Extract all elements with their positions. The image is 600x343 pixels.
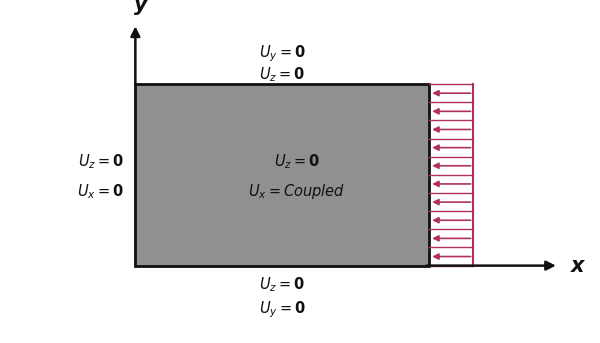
Text: $U_z=\mathbf{0}$: $U_z=\mathbf{0}$ (274, 152, 320, 171)
Text: $U_y=\mathbf{0}$: $U_y=\mathbf{0}$ (259, 43, 305, 64)
Text: $\boldsymbol{y}$: $\boldsymbol{y}$ (133, 0, 149, 17)
Text: $U_y=\mathbf{0}$: $U_y=\mathbf{0}$ (259, 299, 305, 320)
Text: $U_z=\mathbf{0}$: $U_z=\mathbf{0}$ (77, 152, 124, 171)
Text: $U_z=\mathbf{0}$: $U_z=\mathbf{0}$ (259, 276, 305, 294)
Text: $U_z=\mathbf{0}$: $U_z=\mathbf{0}$ (259, 66, 305, 84)
Bar (136, 84, 430, 265)
Text: $U_x=\mathbf{0}$: $U_x=\mathbf{0}$ (77, 182, 124, 201)
Text: $\boldsymbol{x}$: $\boldsymbol{x}$ (571, 256, 587, 276)
Text: $U_x=Coupled$: $U_x=Coupled$ (248, 182, 346, 201)
